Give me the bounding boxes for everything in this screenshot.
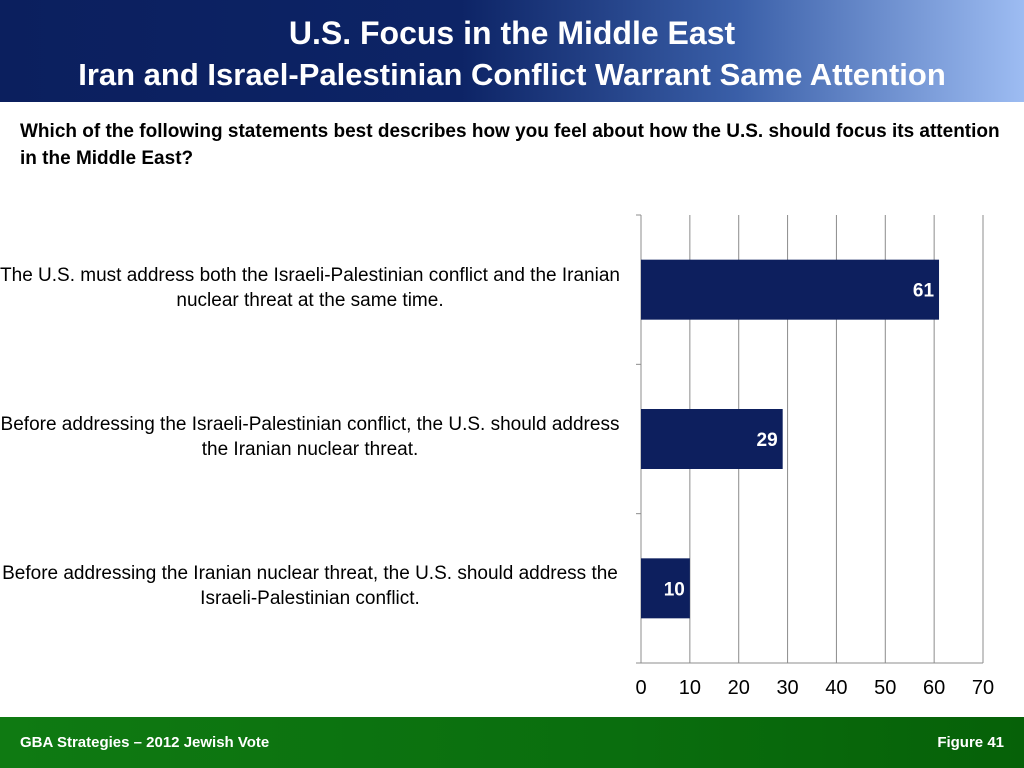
- x-tick-label: 70: [972, 677, 994, 699]
- bar-chart: 0 10 20 30 40 50 60 70 61 29 10: [635, 214, 994, 699]
- title-banner: U.S. Focus in the Middle East Iran and I…: [0, 0, 1024, 102]
- survey-question: Which of the following statements best d…: [20, 121, 1000, 169]
- x-tick-label: 10: [679, 677, 701, 699]
- x-tick-label: 20: [728, 677, 750, 699]
- footer-source: GBA Strategies – 2012 Jewish Vote: [20, 734, 270, 751]
- bar: [641, 558, 690, 619]
- category-label: Before addressing the Israeli-Palestinia…: [0, 414, 620, 460]
- data-label: 29: [757, 430, 778, 451]
- category-label: The U.S. must address both the Israeli-P…: [0, 264, 620, 311]
- slide-subtitle: Iran and Israel-Palestinian Conflict War…: [78, 57, 946, 92]
- x-tick-label: 40: [825, 677, 847, 699]
- x-tick-label: 50: [874, 677, 896, 699]
- slide-title: U.S. Focus in the Middle East: [288, 15, 736, 51]
- category-label: Before addressing the Iranian nuclear th…: [2, 563, 618, 610]
- x-tick-label: 0: [635, 677, 646, 699]
- data-label: 10: [664, 579, 685, 600]
- figure-number: Figure 41: [937, 734, 1004, 751]
- x-tick-label: 30: [776, 677, 798, 699]
- bar: [641, 409, 783, 469]
- bar: [641, 259, 940, 320]
- data-label: 61: [913, 281, 935, 302]
- x-tick-label: 60: [923, 677, 945, 699]
- footer-bar: GBA Strategies – 2012 Jewish Vote Figure…: [0, 717, 1024, 768]
